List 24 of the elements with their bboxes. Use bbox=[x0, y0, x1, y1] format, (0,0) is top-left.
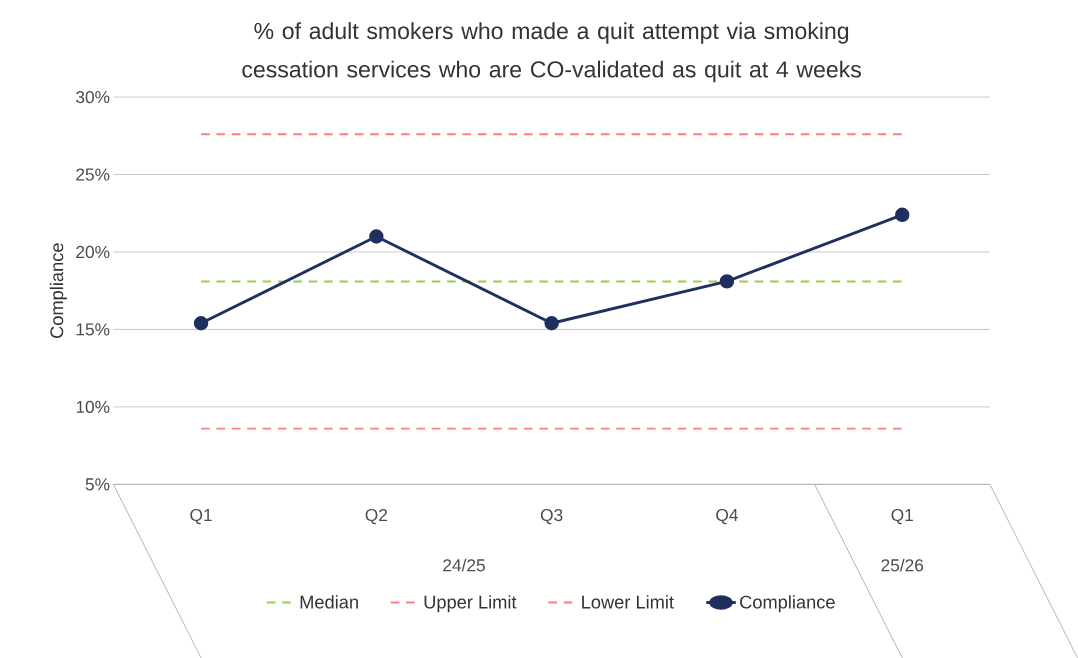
x-tick-label: Q1 bbox=[190, 508, 212, 525]
point bbox=[895, 207, 910, 222]
text: 25/26 bbox=[881, 558, 924, 572]
legend-label: Median bbox=[300, 594, 358, 609]
point bbox=[369, 229, 384, 244]
legend-label: Compliance bbox=[740, 594, 835, 612]
chart-title: % of adult smokers who made a quit attempt via smoking cessation services who are CO-validated as quit at 4 weeks bbox=[242, 21, 861, 82]
y-axis-title: Compliance bbox=[49, 243, 67, 338]
x-tick-label: Q3 bbox=[540, 508, 563, 525]
point bbox=[719, 274, 735, 289]
text: 24/25 bbox=[443, 558, 485, 572]
point bbox=[193, 315, 209, 331]
y-tick-label: 20% bbox=[76, 245, 110, 258]
y-tick-label: 10% bbox=[76, 400, 110, 413]
y-tick-label: 25% bbox=[76, 168, 110, 181]
legend-label: Upper Limit bbox=[424, 594, 517, 612]
y-tick-label: 15% bbox=[76, 323, 110, 336]
y-tick-label: 5% bbox=[85, 478, 110, 491]
y-tick-label: 30% bbox=[76, 90, 110, 103]
point bbox=[544, 315, 559, 331]
x-tick-label: Q4 bbox=[716, 508, 738, 525]
x-tick-label: Q2 bbox=[365, 508, 388, 525]
legend-label: Lower Limit bbox=[582, 594, 674, 609]
x-tick-label: Q1 bbox=[891, 508, 913, 525]
